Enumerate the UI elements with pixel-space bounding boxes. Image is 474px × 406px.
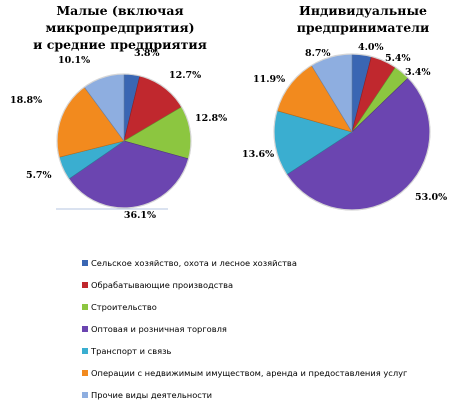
slice-value-label: 53.0% [415, 192, 447, 203]
chart-title-line: и средние предприятия [33, 37, 207, 52]
legend-item: Обрабатывающие производства [82, 274, 474, 296]
pie-outline [56, 73, 192, 209]
legend-label: Обрабатывающие производства [91, 280, 234, 290]
legend-swatch [82, 392, 88, 398]
slice-value-label: 18.8% [10, 95, 42, 106]
slice-value-label: 3.4% [405, 67, 431, 78]
chart-title-line: Малые (включая микропредприятия) [45, 3, 195, 35]
slice-value-label: 12.7% [169, 70, 201, 81]
slice-value-label: 8.7% [305, 48, 331, 59]
legend-item: Операции с недвижимым имуществом, аренда… [82, 362, 474, 384]
pie-chart-entrepreneurs: 4.0%5.4% 3.4% 53.0% 13.6% 11.9% 8.7% [242, 42, 447, 211]
pie-charts: 3.8% 12.7% 12.8% 36.1% 5.7% 18.8% 10.1% 4.0%5.… [10, 42, 447, 221]
legend-item: Строительство [82, 296, 474, 318]
slice-value-label: 10.1% [58, 55, 90, 66]
chart-title-entrepreneurs: Индивидуальные предприниматели [252, 2, 474, 36]
legend-item: Транспорт и связь [82, 340, 474, 362]
legend-item: Сельское хозяйство, охота и лесное хозяй… [82, 252, 474, 274]
slice-value-label: 4.0% [358, 42, 384, 53]
legend-label: Операции с недвижимым имуществом, аренда… [91, 368, 408, 378]
legend-swatch [82, 370, 88, 376]
pie-outline [273, 53, 431, 211]
legend-label: Транспорт и связь [91, 346, 172, 356]
chart-title-small-business: Малые (включая микропредприятия) и средн… [0, 2, 240, 53]
slice-value-label: 5.7% [26, 170, 52, 181]
slice-value-label: 3.8% [134, 48, 160, 59]
legend-item: Оптовая и розничная торговля [82, 318, 474, 340]
legend: Сельское хозяйство, охота и лесное хозяй… [82, 252, 474, 406]
legend-swatch [82, 348, 88, 354]
legend-swatch [82, 282, 88, 288]
legend-label: Прочие виды деятельности [91, 390, 213, 400]
slice-value-label: 36.1% [124, 210, 156, 221]
legend-swatch [82, 304, 88, 310]
legend-label: Оптовая и розничная торговля [91, 324, 227, 334]
legend-swatch [82, 260, 88, 266]
slice-value-label: 13.6% [242, 149, 274, 160]
legend-label: Строительство [91, 302, 157, 312]
slice-value-label: 11.9% [253, 74, 285, 85]
legend-item: Прочие виды деятельности [82, 384, 474, 406]
chart-title-line: Индивидуальные предприниматели [296, 3, 430, 35]
legend-swatch [82, 326, 88, 332]
pie-chart-small-business: 3.8% 12.7% 12.8% 36.1% 5.7% 18.8% 10.1% [10, 48, 227, 221]
slice-value-label: 12.8% [195, 113, 227, 124]
slice-value-label: 5.4% [385, 53, 411, 64]
legend-label: Сельское хозяйство, охота и лесное хозяй… [91, 258, 297, 268]
